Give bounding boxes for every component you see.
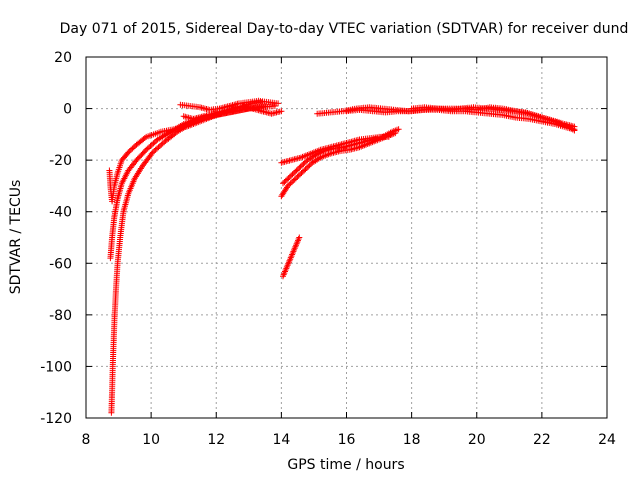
y-tick-label: -20 [49, 153, 72, 169]
x-tick-label: 14 [272, 432, 290, 448]
data-series [177, 97, 282, 113]
x-tick-label: 24 [598, 432, 616, 448]
x-tick-label: 8 [82, 432, 91, 448]
y-tick-label: -80 [49, 308, 72, 324]
data-series [278, 130, 399, 200]
y-tick-label: -100 [40, 359, 72, 375]
x-tick-label: 12 [207, 432, 225, 448]
x-tick-label: 10 [142, 432, 160, 448]
x-tick-label: 20 [468, 432, 486, 448]
data-series-markers [278, 130, 399, 200]
data-series [180, 103, 285, 122]
data-series-markers [177, 97, 282, 113]
y-tick-label: 0 [63, 102, 72, 118]
data-series [280, 234, 303, 280]
data-series-markers [180, 103, 285, 122]
y-axis-label: SDTVAR / TECUs [8, 180, 24, 295]
x-tick-label: 22 [533, 432, 551, 448]
y-tick-label: 20 [54, 50, 72, 66]
data-series-markers [280, 234, 303, 280]
y-tick-label: -120 [40, 411, 72, 427]
chart-title: Day 071 of 2015, Sidereal Day-to-day VTE… [60, 21, 629, 37]
x-tick-label: 16 [338, 432, 356, 448]
y-tick-label: -40 [49, 205, 72, 221]
data-series-group [106, 97, 578, 416]
data-series-markers [408, 104, 578, 134]
x-axis-label: GPS time / hours [287, 457, 404, 473]
axis-ticks: 8 10 12 14 16 18 20 22 24 -120 -100 -80 -60 -40 -20 0 20 [40, 50, 616, 448]
y-tick-label: -60 [49, 256, 72, 272]
x-tick-label: 18 [403, 432, 421, 448]
data-series [408, 104, 578, 134]
